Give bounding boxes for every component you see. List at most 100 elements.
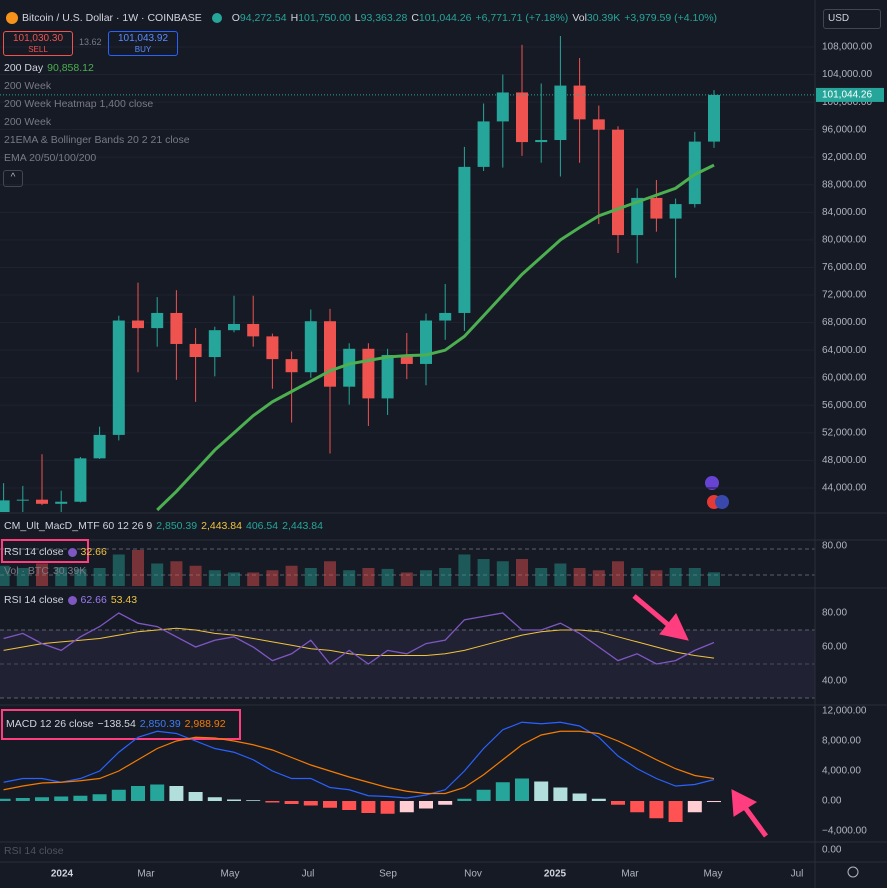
price-tick-label: 68,000.00 [822, 317, 867, 328]
ma-label: 200 Day [4, 62, 44, 74]
macd-tick-label: 12,000.00 [822, 706, 867, 717]
macd-hist-bar [150, 784, 165, 801]
candle-body [228, 323, 240, 331]
candle-body [266, 336, 279, 360]
time-label: Mar [621, 869, 639, 880]
price-tick-label: 52,000.00 [822, 427, 867, 438]
sma-line [156, 163, 715, 512]
candle-body [612, 129, 624, 236]
volume-bar [304, 568, 317, 586]
time-label: Sep [379, 869, 397, 880]
candle-body [554, 85, 567, 141]
volume-bar [439, 568, 452, 586]
sell-label: SELL [28, 45, 48, 54]
price-tick-label: 92,000.00 [822, 152, 867, 163]
macd-hist-bar [188, 792, 203, 801]
macd-hist-bar [246, 800, 261, 801]
candle-body [362, 348, 375, 399]
time-label: May [221, 869, 240, 880]
sell-button[interactable]: 101,030.30 SELL [3, 31, 73, 56]
macd-hist-bar [73, 795, 88, 801]
overlay-vol-value: 30.39K [52, 565, 87, 577]
macd-hist-bar [111, 789, 126, 801]
volume-bar [496, 561, 509, 586]
icons [705, 476, 859, 878]
macd-hist-bar [591, 798, 606, 801]
candle-body [170, 312, 183, 344]
candle-body [708, 94, 720, 142]
price-tick-label: 56,000.00 [822, 400, 867, 411]
candle-body [55, 501, 68, 504]
macd-hist-bar [553, 787, 568, 801]
macd-hist-bar [668, 801, 683, 822]
volume-bar [324, 561, 336, 586]
volume-bar [0, 565, 10, 586]
legend-item[interactable]: EMA 20/50/100/200 [4, 152, 97, 164]
time-label: 2025 [544, 869, 567, 880]
candle-body [324, 321, 336, 387]
vol-label: Vol [572, 12, 587, 24]
candle-body [496, 92, 509, 122]
legend-item[interactable]: 200 Week Heatmap 1,400 close [4, 98, 154, 110]
legend-item[interactable]: 21EMA & Bollinger Bands 20 2 21 close [4, 134, 190, 146]
time-label: Nov [464, 869, 482, 880]
candle-body [74, 458, 87, 502]
bottom-axis: 0.00 [822, 845, 842, 856]
collapse-button[interactable]: ^ [3, 170, 23, 187]
volume-bar [477, 559, 490, 586]
volume-bar [55, 567, 68, 586]
signal-value: 2,988.92 [184, 718, 226, 730]
macd-hist-bar [15, 798, 30, 801]
macd-hist-bar [495, 782, 510, 801]
header: Bitcoin / U.S. Dollar · 1W · COINBASE O9… [6, 12, 717, 24]
volume-bar [554, 563, 567, 586]
volume-bar [93, 568, 106, 586]
volume-bar [266, 570, 279, 586]
macd-hist-bar [515, 778, 529, 801]
price-tick-label: 84,000.00 [822, 207, 867, 218]
buy-label: BUY [134, 45, 152, 54]
legend-item[interactable]: 200 Week [4, 80, 52, 92]
volume-bar [669, 568, 682, 586]
candle-body [189, 343, 202, 358]
macd-hist-bar [457, 798, 472, 801]
price-tag-label: 101,044.26 [822, 90, 872, 101]
symbol: Bitcoin / U.S. Dollar · 1W · COINBASE [22, 12, 202, 24]
currency[interactable]: USD [823, 9, 881, 29]
volume-bar [208, 570, 221, 586]
macd-line [3, 721, 715, 799]
overlay-axis: 80.00 [822, 541, 847, 552]
sell-price: 101,030.30 [12, 33, 64, 44]
candle-body [477, 121, 490, 167]
candle-body [0, 500, 10, 512]
price-tick-label: 72,000.00 [822, 290, 867, 301]
rsi-ma-line [3, 627, 715, 659]
macd-mtf-name: CM_Ult_MacD_MTF 60 12 26 9 [4, 520, 153, 532]
overlay-rsi-legend: RSI 14 close 32.66 [4, 546, 107, 558]
price-tick-label: 104,000.00 [822, 69, 872, 80]
overlay-vol-name: Vol · BTC [4, 565, 49, 577]
macd-hist-bar [227, 799, 241, 801]
macd-tick-label: 4,000.00 [822, 766, 861, 777]
volume-bar [400, 572, 413, 586]
macd-hist-bar [207, 797, 222, 801]
legend-item[interactable]: 200 Week [4, 116, 52, 128]
rsi-tick-label: 40.00 [822, 676, 847, 687]
buy-button[interactable]: 101,043.92 BUY [108, 31, 178, 56]
candle-body [247, 323, 260, 337]
macd-hist-bar [534, 781, 549, 801]
macd-hist-bar [54, 796, 69, 801]
rsi-tick-label: 60.00 [822, 642, 847, 653]
spread: 13.62 [79, 37, 102, 47]
macd-hist-bar [649, 801, 664, 819]
volume-bar [285, 565, 298, 586]
rsi-legend: RSI 14 close 62.66 53.43 [4, 594, 137, 606]
l: 93,363.28 [360, 12, 408, 24]
rsi-value: 62.66 [80, 594, 107, 606]
volume-bar [708, 572, 720, 586]
legend-ma: 200 Day 90,858.12 [4, 62, 94, 74]
macd-hist-bar [323, 801, 337, 808]
candle-body [439, 312, 452, 321]
price-tick-label: 108,000.00 [822, 42, 872, 53]
candles [0, 35, 720, 512]
